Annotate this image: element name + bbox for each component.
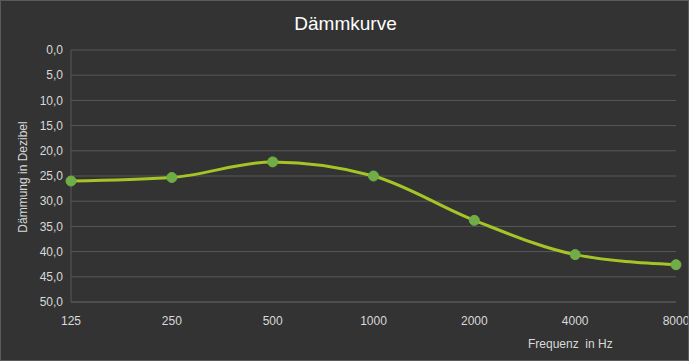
svg-text:5,0: 5,0 bbox=[46, 68, 63, 82]
svg-text:0,0: 0,0 bbox=[46, 43, 63, 57]
svg-text:2000: 2000 bbox=[461, 314, 488, 328]
svg-text:25,0: 25,0 bbox=[40, 169, 64, 183]
svg-text:250: 250 bbox=[162, 314, 182, 328]
html-text:Frequenz in Hz: Frequenz in Hz bbox=[528, 337, 613, 351]
svg-text:35,0: 35,0 bbox=[40, 220, 64, 234]
svg-text:8000: 8000 bbox=[663, 314, 681, 328]
svg-text:50,0: 50,0 bbox=[40, 295, 64, 309]
svg-text:500: 500 bbox=[263, 314, 283, 328]
svg-text:15,0: 15,0 bbox=[40, 119, 64, 133]
html-text:Dämmkurve: Dämmkurve bbox=[294, 13, 397, 34]
svg-text:1000: 1000 bbox=[360, 314, 387, 328]
svg-text:10,0: 10,0 bbox=[40, 94, 64, 108]
svg-text:4000: 4000 bbox=[562, 314, 589, 328]
svg-text:125: 125 bbox=[61, 314, 81, 328]
svg-text:45,0: 45,0 bbox=[40, 270, 64, 284]
svg-text:20,0: 20,0 bbox=[40, 144, 64, 158]
svg-text:30,0: 30,0 bbox=[40, 194, 64, 208]
svg-text:40,0: 40,0 bbox=[40, 245, 64, 259]
html-text:Dämmung in Dezibel: Dämmung in Dezibel bbox=[16, 121, 30, 233]
